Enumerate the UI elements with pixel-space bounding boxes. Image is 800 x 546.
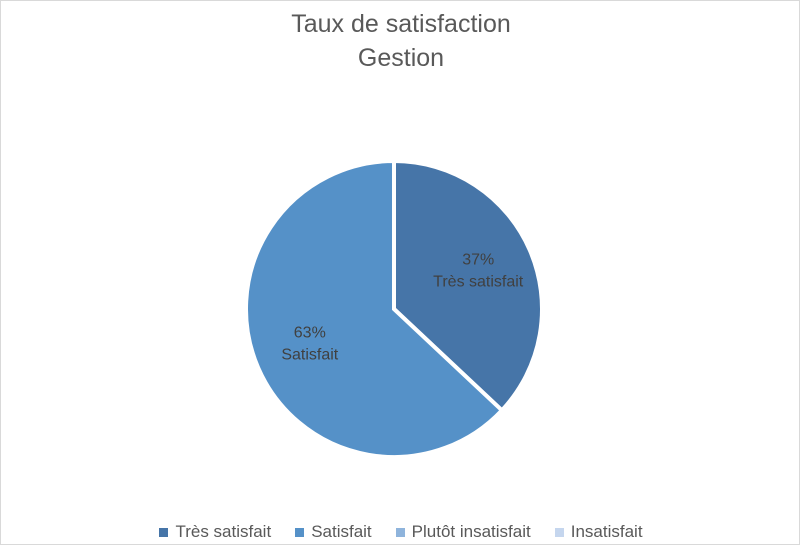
legend-item-tres-satisfait: Très satisfait [159,522,271,542]
legend-label: Plutôt insatisfait [411,522,531,541]
pie-slice-satisfait [244,158,505,459]
legend-label: Très satisfait [175,522,272,541]
legend-label: Satisfait [311,522,372,541]
legend-item-satisfait: Satisfait [295,522,372,542]
legend-item-plutot-insatisfait: Plutôt insatisfait [395,522,531,542]
chart-title: Taux de satisfaction [291,10,511,38]
data-label-tres-satisfait: 37% Très satisfait [433,252,524,291]
legend-swatch [395,527,405,537]
legend-label: Insatisfait [570,522,643,541]
chart-subtitle: Gestion [357,44,445,72]
pie-slice-tres-satisfait [392,158,544,414]
chart-title-block: Taux de satisfaction Gestion [1,7,800,75]
legend-item-insatisfait: Insatisfait [554,522,643,542]
data-label-satisfait: 63% Satisfait [281,324,338,363]
legend-swatch [295,527,305,537]
legend-swatch [554,527,564,537]
legend-swatch [159,527,169,537]
legend: Très satisfait Satisfait Plutôt insatisf… [1,520,800,544]
